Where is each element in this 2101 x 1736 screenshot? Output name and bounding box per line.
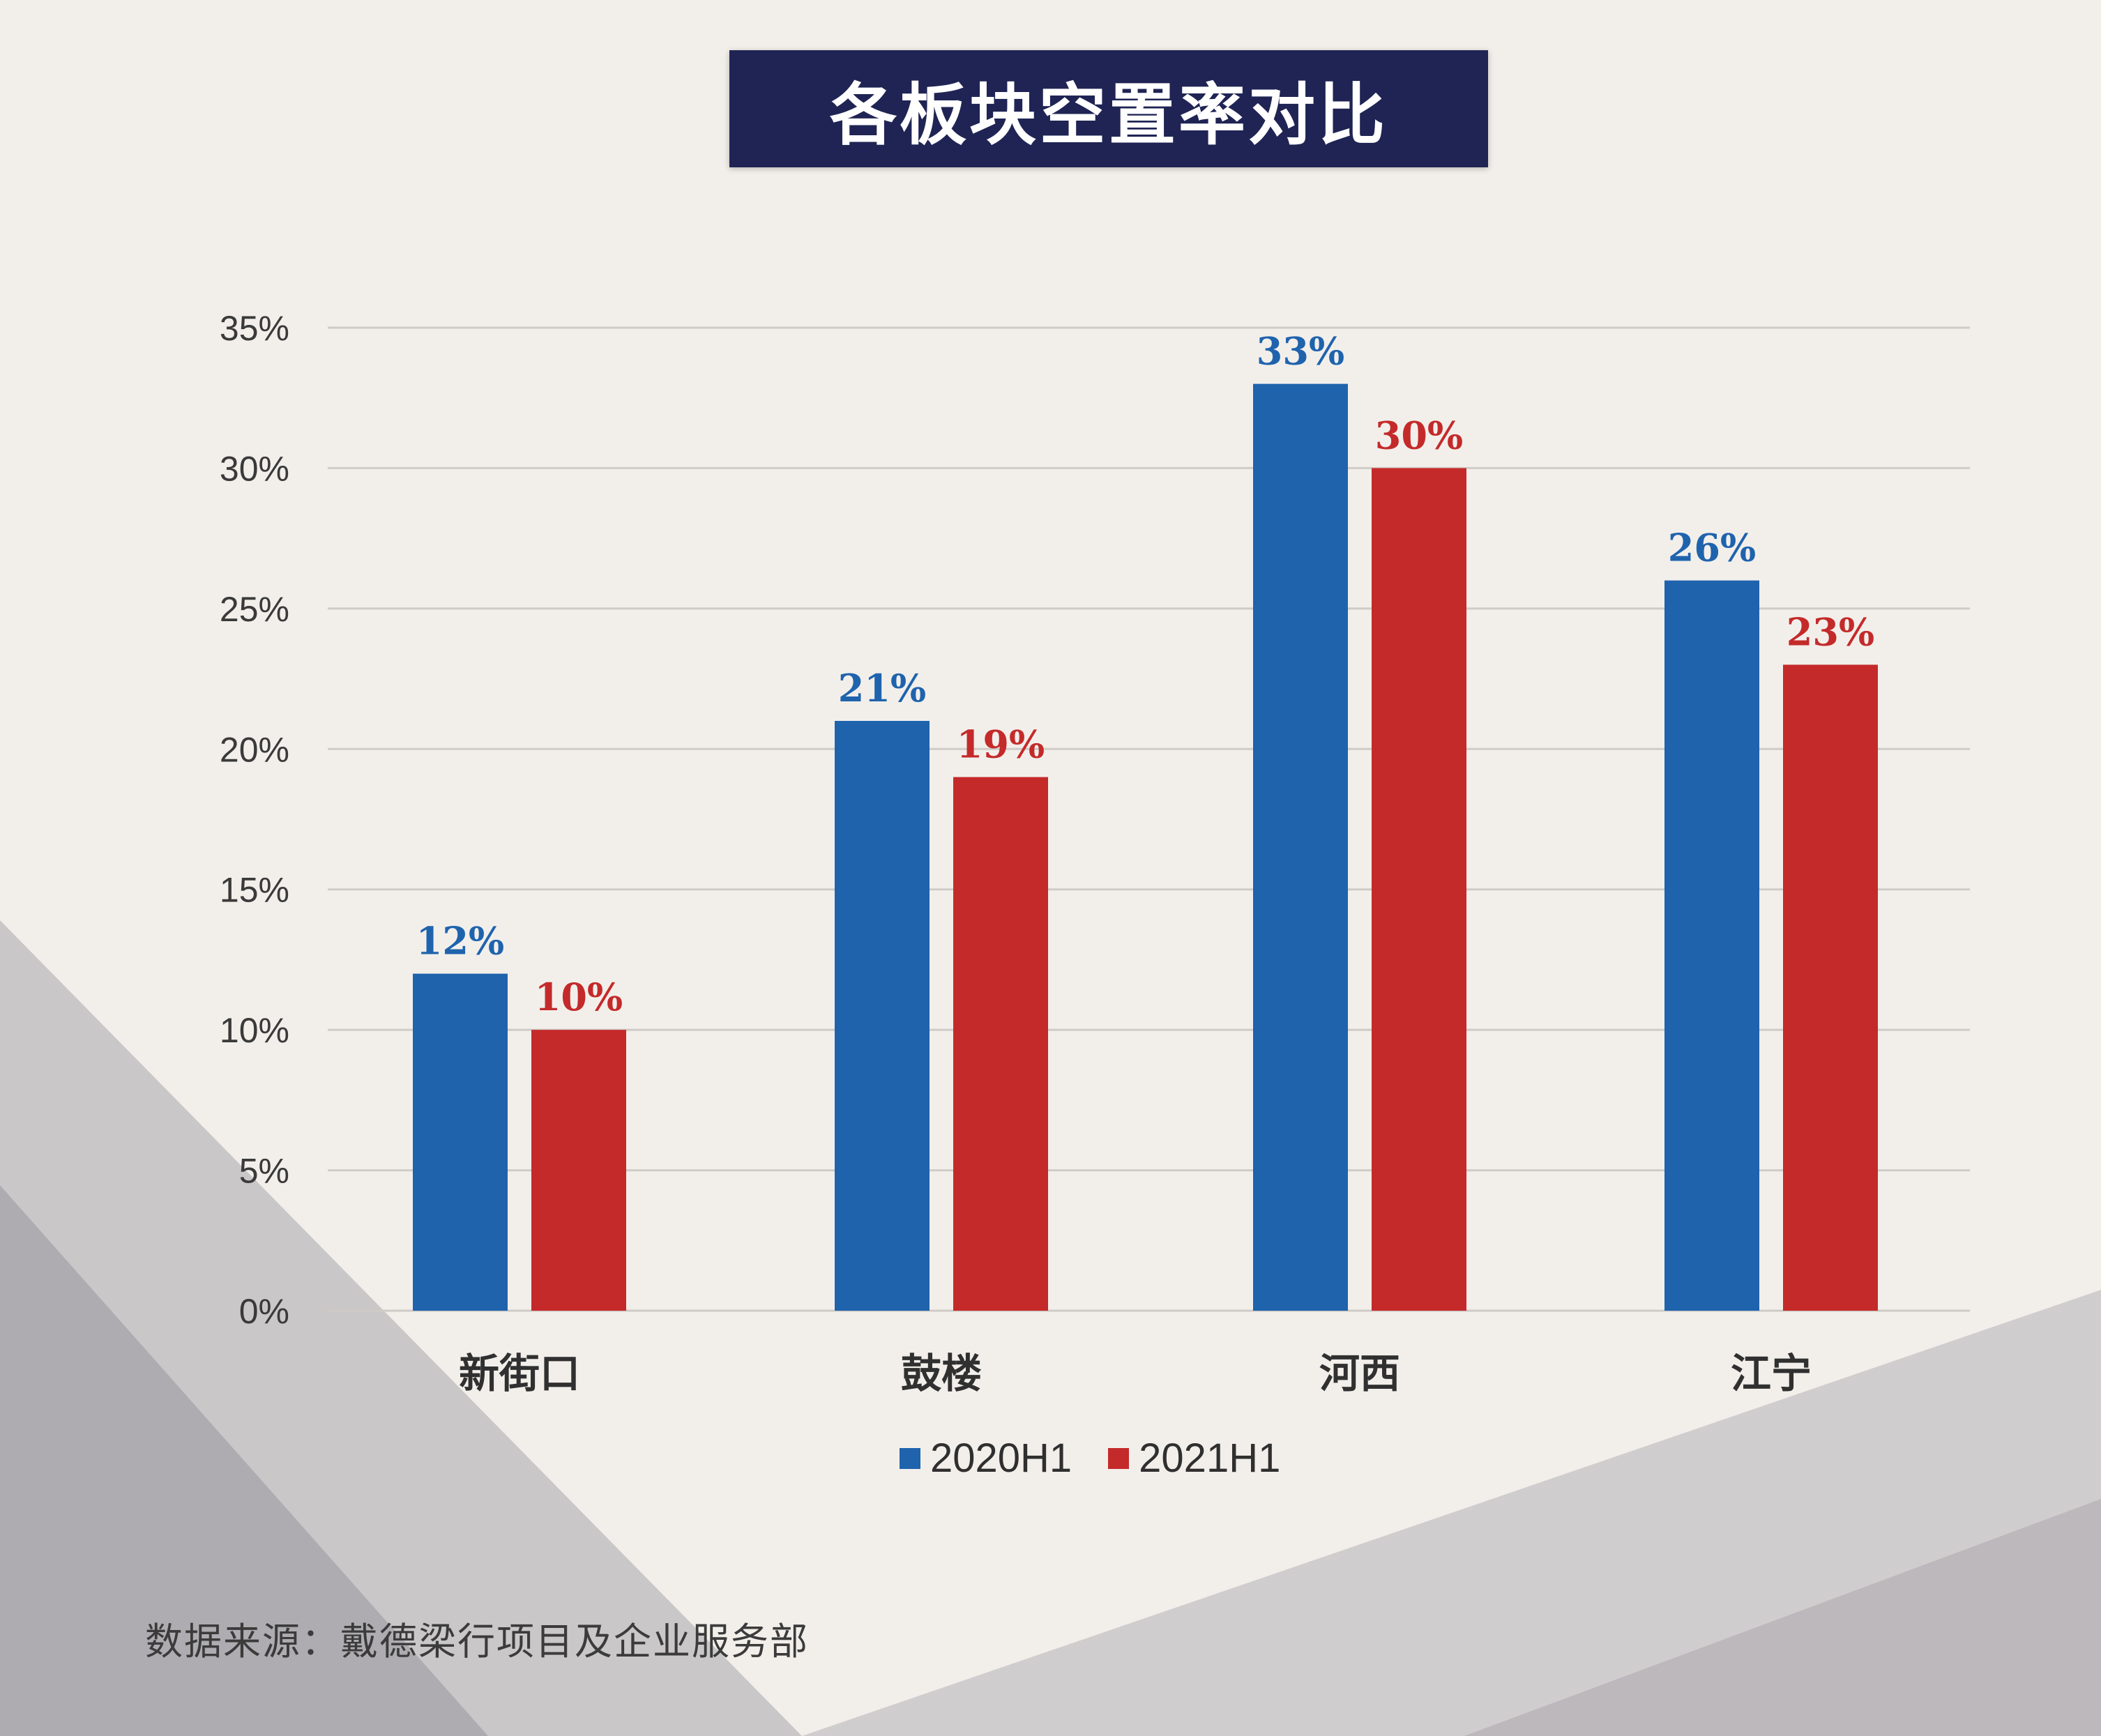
x-tick-label: 新街口 <box>459 1350 580 1397</box>
x-tick-label: 鼓楼 <box>901 1350 982 1397</box>
bar-2021h1-3 <box>1372 468 1466 1311</box>
data-label: 26% <box>1668 526 1756 570</box>
x-tick-label: 河西 <box>1319 1350 1400 1397</box>
y-tick-label: 10% <box>220 1011 289 1050</box>
data-label: 10% <box>535 975 623 1019</box>
y-tick-label: 20% <box>220 730 289 769</box>
bar-2021h1-4 <box>1783 664 1878 1311</box>
legend-swatch-2020h1 <box>900 1447 920 1469</box>
bar-2021h1-1 <box>531 1030 626 1311</box>
legend-item-2020h1: 2020H1 <box>900 1435 1072 1482</box>
y-tick-label: 35% <box>220 309 289 348</box>
bar-2020h1-3 <box>1253 383 1348 1311</box>
data-label: 12% <box>416 919 504 964</box>
data-label: 19% <box>957 722 1045 767</box>
chart-title-banner: 各板块空置率对比 <box>729 50 1488 167</box>
data-source-note: 数据来源：戴德梁行项目及企业服务部 <box>145 1620 809 1663</box>
legend: 2020H1 2021H1 <box>900 1435 1280 1482</box>
legend-label-2021h1: 2021H1 <box>1139 1436 1281 1481</box>
chart-title: 各板块空置率对比 <box>830 75 1388 154</box>
legend-item-2021h1: 2021H1 <box>1108 1435 1280 1482</box>
x-tick-label: 江宁 <box>1731 1350 1812 1397</box>
y-tick-label: 5% <box>239 1152 289 1191</box>
y-tick-label: 25% <box>220 590 289 629</box>
legend-label-2020h1: 2020H1 <box>930 1436 1072 1481</box>
bar-2021h1-2 <box>953 777 1048 1311</box>
bar-2020h1-4 <box>1664 580 1759 1311</box>
data-label: 33% <box>1257 329 1344 374</box>
data-label: 30% <box>1375 413 1463 457</box>
bar-2020h1-2 <box>835 721 930 1311</box>
y-tick-label: 0% <box>239 1292 289 1331</box>
legend-swatch-2021h1 <box>1108 1447 1130 1469</box>
data-label: 21% <box>838 666 926 710</box>
y-tick-label: 15% <box>220 871 289 910</box>
bar-2020h1-1 <box>413 973 508 1311</box>
y-tick-label: 30% <box>220 449 289 488</box>
data-label: 23% <box>1787 609 1874 654</box>
